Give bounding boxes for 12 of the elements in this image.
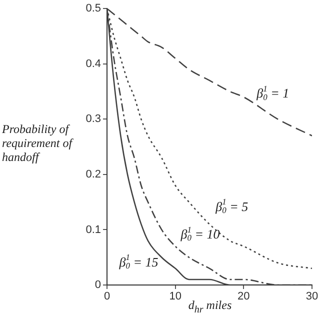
y-tick-label: 0.4 <box>86 58 101 70</box>
y-tick-label: 0.2 <box>86 168 101 180</box>
x-tick-label: 20 <box>238 290 250 303</box>
x-tick-label: 30 <box>306 290 318 303</box>
y-tick-label: 0.3 <box>86 113 101 126</box>
x-tick-label: 0 <box>104 290 110 303</box>
x-axis-title: d$_{hr}$ miles <box>188 298 232 316</box>
y-tick-label: 0.1 <box>86 224 101 236</box>
y-axis-title: Probability of requirement of handoff <box>2 122 74 164</box>
x-tick-label: 10 <box>169 290 182 303</box>
y-tick-label: 0.5 <box>86 2 101 15</box>
y-tick-label: 0 <box>94 279 101 292</box>
